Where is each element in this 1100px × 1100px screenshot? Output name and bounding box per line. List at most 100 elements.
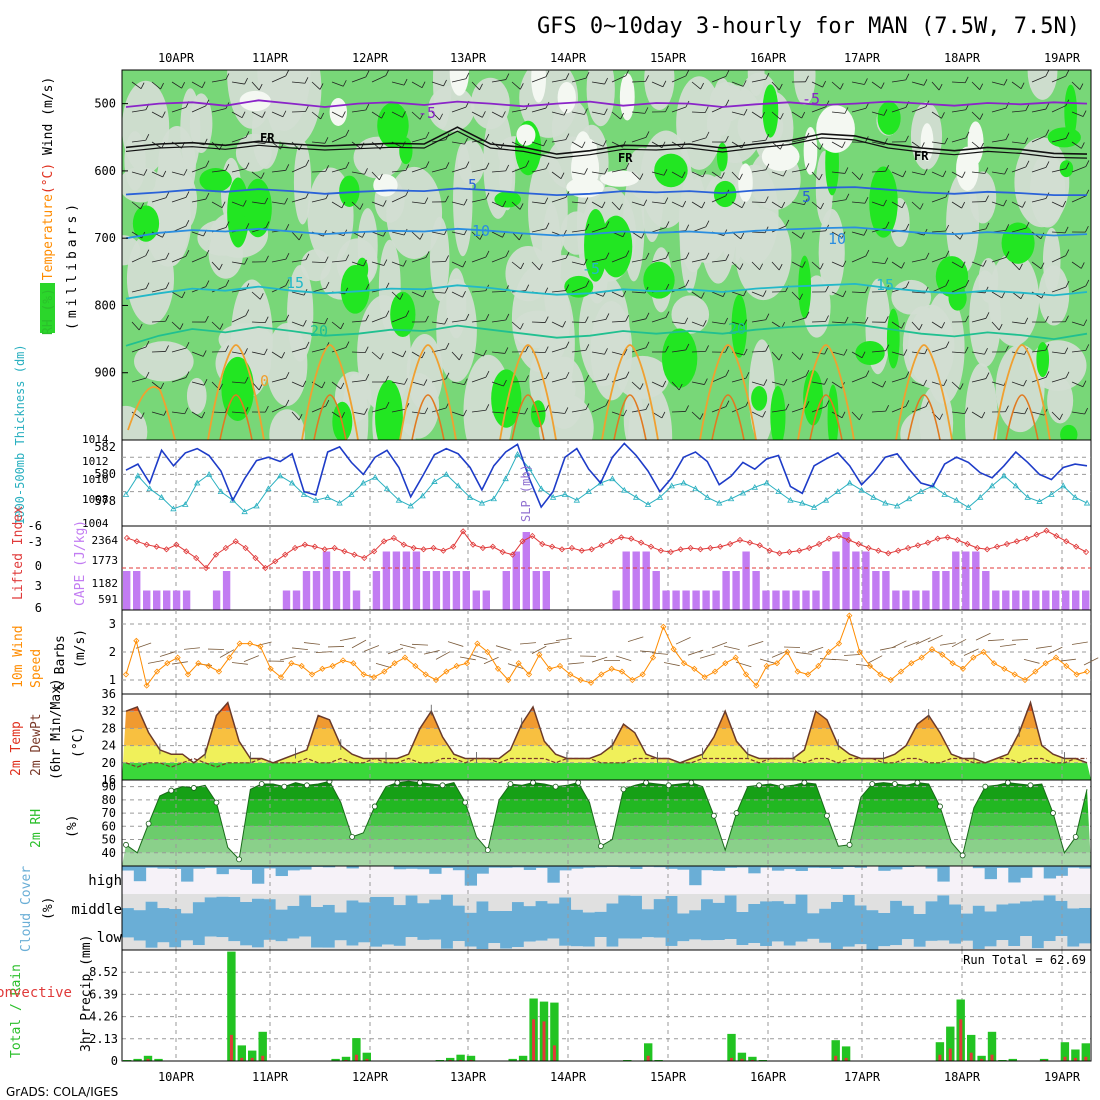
wind-barb-flag — [364, 346, 369, 353]
wind-barb — [567, 662, 584, 665]
wind-barb — [451, 319, 466, 323]
wind-barb — [991, 321, 1000, 331]
cloud-low-gap — [1008, 946, 1021, 950]
wind-barb — [1011, 639, 1028, 641]
cloud-mid-cell — [523, 906, 537, 924]
thickness-point — [704, 494, 711, 500]
wind-barb-flag — [665, 105, 669, 112]
cloud-mid-gap — [228, 894, 241, 897]
wind-speed-point — [267, 665, 274, 672]
wind-barb-flag — [181, 291, 186, 299]
wind-barb-flag — [681, 171, 686, 178]
contour-label: 15 — [876, 276, 894, 294]
wind-barb — [151, 258, 167, 263]
rh-point — [1072, 833, 1079, 840]
wind-barb-flag — [401, 141, 406, 148]
wind-barb-flag — [778, 263, 783, 271]
precip-convective-bar — [1084, 1056, 1088, 1061]
thickness-tick: 580 — [94, 467, 116, 481]
wind-barb-flag — [939, 413, 943, 420]
rh-low-blob — [590, 300, 633, 401]
wind-barb — [491, 411, 506, 414]
wind-barb-flag — [444, 286, 449, 294]
wind-speed-point — [794, 668, 801, 675]
wind-barb-flag — [205, 280, 210, 287]
wind-speed-point — [618, 668, 626, 675]
wind-barb — [691, 81, 701, 90]
wind-barb-flag — [425, 315, 429, 323]
thickness-point — [348, 491, 355, 497]
wind-barb-flag — [165, 345, 169, 352]
thickness-point — [668, 482, 675, 489]
wind-barb-flag — [544, 287, 549, 294]
wind-barb-flag — [902, 170, 907, 178]
rh-point — [349, 833, 356, 840]
wind-barb-flag — [201, 81, 206, 88]
wind-barb-flag — [961, 171, 966, 178]
wind-barb — [411, 81, 423, 89]
wind-barb-flag — [984, 167, 989, 174]
wind-barb-flag — [502, 111, 506, 118]
li-point — [1043, 527, 1050, 534]
wind-barb — [999, 643, 1016, 647]
wind-speed-point — [505, 676, 512, 684]
wind-barb-flag — [485, 370, 490, 378]
wind-barb — [571, 321, 586, 323]
wind-barb-flag — [705, 131, 710, 139]
rh-verylow-blob — [531, 70, 547, 103]
cloud-low-cell — [594, 924, 607, 938]
li-point — [479, 544, 486, 552]
cloud-low-gap — [807, 938, 820, 950]
wind-barb — [831, 321, 846, 324]
wind-barb-flag — [844, 316, 849, 324]
wind-barb-flag — [585, 223, 590, 231]
wind-barb-flag — [645, 252, 650, 260]
wind-barb-flag — [324, 317, 328, 325]
run-total-annotation: Run Total = 62.69 — [963, 953, 1086, 967]
wind-barb-flag — [419, 233, 424, 240]
cape-ylabel: CAPE (J/kg) — [73, 520, 88, 606]
rh-high-blob — [716, 142, 728, 172]
rh-point — [552, 783, 559, 790]
wind-barb — [371, 171, 380, 181]
thickness-point — [632, 494, 640, 500]
wind-barb-flag — [1084, 407, 1088, 415]
li-point — [746, 539, 753, 546]
wind-barb-flag — [324, 256, 329, 263]
cloud-high-cell — [122, 866, 135, 871]
thickness-point — [170, 505, 177, 512]
cloud-high-cell — [890, 866, 903, 870]
cloud-mid-gap — [1043, 894, 1057, 896]
wind-barb-flag — [165, 252, 170, 260]
wind-barb-flag — [525, 284, 530, 291]
cloud-low-cell — [476, 924, 489, 950]
cape-bar — [682, 590, 690, 610]
cloud-low-cell — [488, 924, 501, 944]
rh-point — [891, 781, 898, 787]
wind-barb-flag — [285, 314, 290, 322]
rh-low-blob — [134, 341, 194, 382]
wind-barb-flag — [724, 317, 729, 325]
cape-bar — [872, 571, 880, 610]
cloud-low-cell — [724, 924, 737, 940]
wind-barb-flag — [884, 257, 889, 264]
wind-barb — [591, 201, 603, 209]
rh-low-blob — [793, 70, 816, 106]
wind-barb — [1059, 658, 1076, 662]
cloud-mid-gap — [724, 894, 737, 896]
wind-barb-flag — [385, 310, 390, 317]
wind-barb — [311, 405, 327, 413]
rh-low-blob — [644, 70, 675, 110]
wind-barb — [303, 642, 320, 645]
cloud-mid-cell — [322, 904, 336, 924]
date-label-bottom: 14APR — [550, 1070, 587, 1084]
wind-speed-point — [205, 662, 212, 670]
wind-barb-flag — [165, 315, 169, 322]
surface-hot-contour — [313, 394, 347, 440]
rh-high-blob — [1060, 424, 1078, 440]
wind-speed-point — [1011, 671, 1018, 678]
cloud-mid-cell — [901, 905, 915, 924]
wind-barb — [651, 171, 665, 176]
wind-barb — [251, 81, 260, 91]
wind-barb-flag — [445, 162, 450, 169]
